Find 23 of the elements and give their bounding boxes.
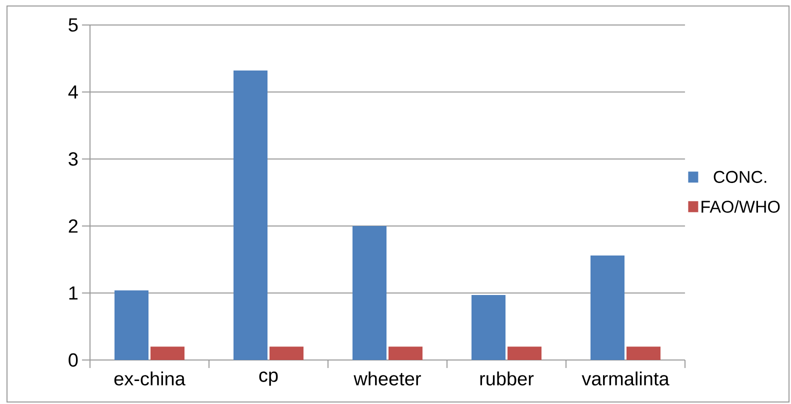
- bar: [270, 346, 304, 360]
- bar: [590, 255, 625, 360]
- legend-label: CONC.: [714, 170, 766, 183]
- y-tick-label: 5: [68, 18, 78, 32]
- bar: [472, 295, 506, 360]
- bar: [352, 226, 387, 360]
- bar: [388, 346, 423, 360]
- y-tick-label: 0: [68, 353, 78, 367]
- y-tick-label: 1: [69, 286, 78, 300]
- x-tick-label: varmalinta: [582, 372, 670, 386]
- bar: [234, 70, 268, 360]
- bar: [508, 346, 542, 360]
- x-tick-label: ex-china: [114, 372, 186, 386]
- legend-label: FAO/WHO: [702, 200, 780, 213]
- bar: [150, 346, 185, 360]
- x-tick-label: cp: [259, 372, 278, 386]
- bar: [114, 290, 148, 360]
- y-tick-label: 4: [68, 85, 78, 99]
- x-tick-label: wheeter: [354, 372, 421, 386]
- y-tick-label: 2: [68, 219, 78, 233]
- x-tick-label: rubber: [480, 372, 534, 386]
- y-tick-label: 3: [68, 152, 78, 166]
- bar: [626, 346, 661, 360]
